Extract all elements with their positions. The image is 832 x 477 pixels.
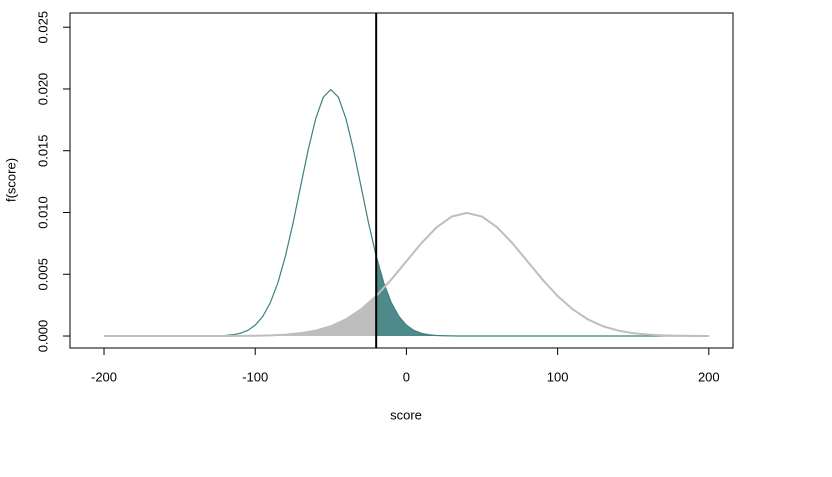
- density-curve: [104, 88, 709, 337]
- x-axis-label: score: [390, 407, 422, 422]
- y-tick-label: 0.025: [35, 11, 50, 44]
- shaded-area: [376, 255, 709, 337]
- plot-frame: [69, 12, 734, 349]
- y-axis-label: f(score): [3, 158, 18, 202]
- x-tick-label: -100: [242, 369, 268, 384]
- y-tick-label: 0.000: [35, 320, 50, 353]
- y-tick-label: 0.020: [35, 73, 50, 106]
- x-tick-label: 0: [403, 369, 410, 384]
- x-tick-label: -200: [91, 369, 117, 384]
- y-tick-label: 0.010: [35, 196, 50, 229]
- x-tick-label: 100: [547, 369, 569, 384]
- y-tick-label: 0.015: [35, 134, 50, 167]
- shaded-area: [104, 296, 377, 337]
- density-curve: [104, 211, 709, 338]
- x-tick-label: 200: [698, 369, 720, 384]
- y-tick-label: 0.005: [35, 258, 50, 291]
